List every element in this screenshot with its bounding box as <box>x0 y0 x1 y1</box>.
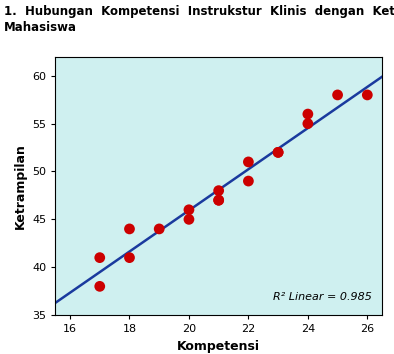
Text: R² Linear = 0.985: R² Linear = 0.985 <box>273 292 372 302</box>
Point <box>305 121 311 126</box>
Point <box>275 149 281 155</box>
Point <box>245 178 251 184</box>
Point <box>245 159 251 165</box>
Text: 1.  Hubungan  Kompetensi  Instrukstur  Klinis  dengan  Ketrampilan: 1. Hubungan Kompetensi Instrukstur Klini… <box>4 5 394 18</box>
Point <box>186 207 192 213</box>
Point <box>97 255 103 261</box>
Point <box>216 198 222 203</box>
Y-axis label: Ketrampilan: Ketrampilan <box>13 143 26 229</box>
Point <box>335 92 341 98</box>
X-axis label: Kompetensi: Kompetensi <box>177 339 260 353</box>
Text: Mahasiswa: Mahasiswa <box>4 21 77 34</box>
Point <box>97 284 103 289</box>
Point <box>216 198 222 203</box>
Point <box>364 92 370 98</box>
Point <box>275 149 281 155</box>
Point <box>216 188 222 194</box>
Point <box>126 255 133 261</box>
Point <box>305 111 311 117</box>
Point <box>186 217 192 222</box>
Point <box>126 226 133 232</box>
Point <box>156 226 162 232</box>
